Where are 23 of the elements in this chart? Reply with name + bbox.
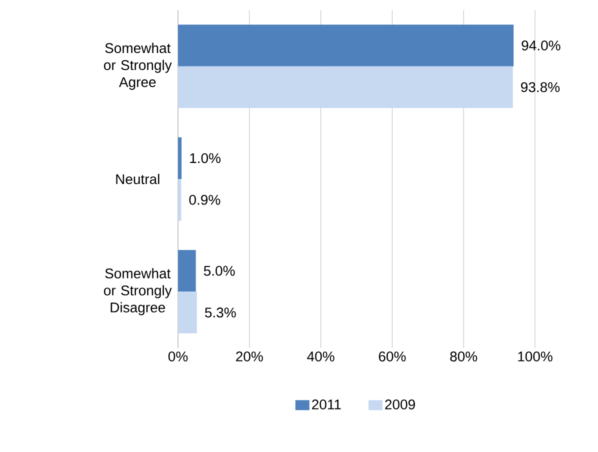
x-tick-label: 80% <box>450 352 478 362</box>
y-tick-label: Neutral <box>116 174 160 184</box>
legend-label: 2011 <box>312 400 341 410</box>
legend-label: 2009 <box>385 400 415 410</box>
data-label: 5.0% <box>204 266 235 276</box>
data-label: 5.3% <box>205 308 236 318</box>
bar <box>178 66 513 108</box>
x-tick-label: 20% <box>236 352 263 362</box>
x-tick-label: 40% <box>307 352 334 362</box>
bar <box>178 24 514 66</box>
bar <box>178 179 182 221</box>
bar <box>178 137 182 179</box>
bar <box>178 292 197 334</box>
x-tick-label: 60% <box>378 352 406 362</box>
x-tick-label: 100% <box>518 352 552 362</box>
data-label: 94.0% <box>522 40 560 50</box>
data-label: 0.9% <box>189 194 220 205</box>
x-tick-label: 0% <box>168 352 188 362</box>
y-tick-label: Somewhat or Strongly Disagree <box>104 268 172 316</box>
bar <box>178 250 196 292</box>
data-label: 93.8% <box>521 82 560 92</box>
y-tick-label: Somewhat or Strongly Agree <box>104 42 172 90</box>
data-label: 1.0% <box>190 153 221 164</box>
